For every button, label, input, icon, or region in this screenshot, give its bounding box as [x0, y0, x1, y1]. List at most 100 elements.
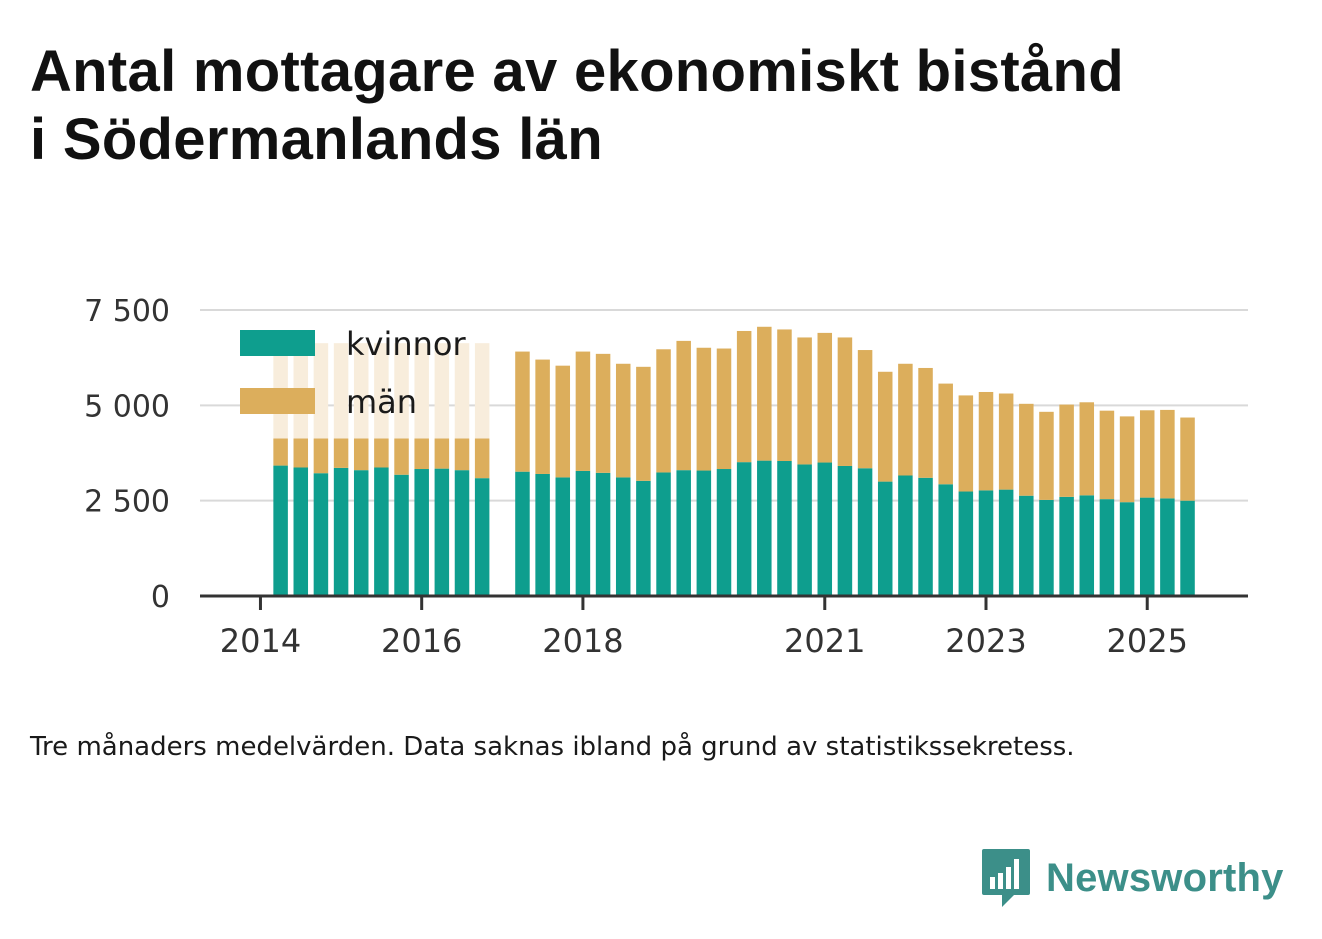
bars-group — [273, 326, 1195, 596]
x-tick-label: 2018 — [542, 622, 623, 660]
bar-man — [716, 348, 732, 470]
bar-man — [636, 366, 651, 481]
bar-man — [918, 367, 933, 478]
bar-kvinnor — [434, 468, 450, 596]
bar-man — [1039, 411, 1054, 500]
bar-man — [837, 337, 853, 466]
bar-kvinnor — [797, 464, 812, 596]
bar-kvinnor — [595, 472, 611, 596]
bar-man — [515, 351, 530, 472]
legend-swatch-kvinnor — [240, 330, 315, 356]
bar-man — [313, 438, 329, 474]
bar-man — [333, 438, 349, 468]
bar-man-missing — [434, 343, 450, 439]
bar-man — [857, 350, 873, 469]
bar-man — [1099, 410, 1115, 500]
bar-kvinnor — [998, 489, 1014, 596]
bar-kvinnor — [736, 462, 752, 596]
bar-kvinnor — [313, 473, 329, 596]
bar-man-missing — [474, 343, 490, 439]
bar-man — [797, 337, 812, 465]
bar-man — [696, 347, 712, 471]
bar-kvinnor — [414, 469, 429, 596]
bar-man — [575, 351, 591, 471]
bar-kvinnor — [958, 491, 974, 596]
bar-man-missing — [353, 343, 369, 439]
bar-kvinnor — [1039, 499, 1054, 596]
bar-kvinnor — [1099, 499, 1115, 596]
bar-man — [998, 393, 1014, 490]
x-tick-label: 2016 — [381, 622, 462, 660]
legend-swatch-man — [240, 388, 315, 414]
bar-man — [938, 383, 953, 485]
bar-kvinnor — [615, 477, 631, 596]
bar-kvinnor — [1079, 495, 1095, 596]
bar-man — [978, 391, 994, 491]
bar-man — [1079, 402, 1095, 496]
bar-kvinnor — [374, 467, 389, 596]
bar-kvinnor — [1119, 502, 1135, 596]
bar-kvinnor — [938, 484, 953, 596]
bar-man-missing — [394, 343, 409, 439]
x-tick-label: 2014 — [220, 622, 301, 660]
bar-man-missing — [313, 343, 329, 439]
bar-man — [676, 340, 691, 471]
brand-name: Newsworthy — [1046, 855, 1284, 900]
bar-kvinnor — [837, 465, 853, 596]
bar-kvinnor — [656, 472, 671, 596]
bar-man — [293, 438, 309, 468]
bar-man — [353, 438, 369, 471]
bar-kvinnor — [1059, 496, 1074, 596]
chart-title: Antal mottagare av ekonomiskt bistånd i … — [30, 38, 1300, 174]
bar-man — [757, 326, 772, 461]
bar-man — [555, 365, 571, 478]
legend-label-man: män — [346, 383, 417, 421]
bar-kvinnor — [1160, 498, 1175, 596]
y-tick-label: 0 — [151, 580, 170, 615]
bar-kvinnor — [777, 461, 792, 596]
bar-man — [474, 438, 490, 479]
bar-man — [1180, 417, 1195, 501]
bar-kvinnor — [978, 490, 994, 596]
bar-kvinnor — [575, 470, 591, 596]
bar-man — [1059, 404, 1074, 497]
bar-kvinnor — [515, 471, 530, 596]
legend: kvinnor män — [240, 325, 467, 421]
bar-kvinnor — [757, 460, 772, 596]
bar-kvinnor — [454, 470, 470, 596]
legend-label-kvinnor: kvinnor — [346, 325, 467, 363]
bar-kvinnor — [676, 470, 691, 596]
bar-man — [898, 363, 913, 476]
bar-man — [736, 330, 752, 463]
bar-man — [454, 438, 470, 471]
title-line-2: i Södermanlands län — [30, 107, 603, 172]
x-tick-label: 2021 — [784, 622, 865, 660]
bar-man — [1019, 403, 1034, 496]
bar-man — [1139, 410, 1155, 498]
bar-kvinnor — [394, 474, 409, 596]
bar-kvinnor — [696, 470, 712, 596]
bar-man-missing — [333, 343, 349, 439]
bar-kvinnor — [857, 468, 873, 596]
bar-kvinnor — [474, 478, 490, 596]
title-line-1: Antal mottagare av ekonomiskt bistånd — [30, 39, 1125, 104]
bar-kvinnor — [1139, 497, 1155, 596]
bar-kvinnor — [918, 477, 933, 596]
bar-man — [273, 438, 288, 466]
bar-man — [958, 395, 974, 492]
bar-kvinnor — [273, 465, 288, 596]
y-tick-label: 5 000 — [84, 389, 170, 424]
x-tick-label: 2023 — [945, 622, 1026, 660]
bar-kvinnor — [555, 477, 571, 596]
bar-kvinnor — [1019, 495, 1034, 596]
bar-man-missing — [454, 343, 470, 439]
bar-man — [1119, 416, 1135, 503]
bar-man-missing — [374, 343, 389, 439]
bar-man — [394, 438, 409, 475]
newsworthy-logo: Newsworthy — [980, 848, 1284, 908]
bar-man — [1160, 409, 1175, 499]
bar-kvinnor — [817, 462, 833, 596]
bar-kvinnor — [898, 475, 913, 596]
bar-man — [414, 438, 429, 470]
